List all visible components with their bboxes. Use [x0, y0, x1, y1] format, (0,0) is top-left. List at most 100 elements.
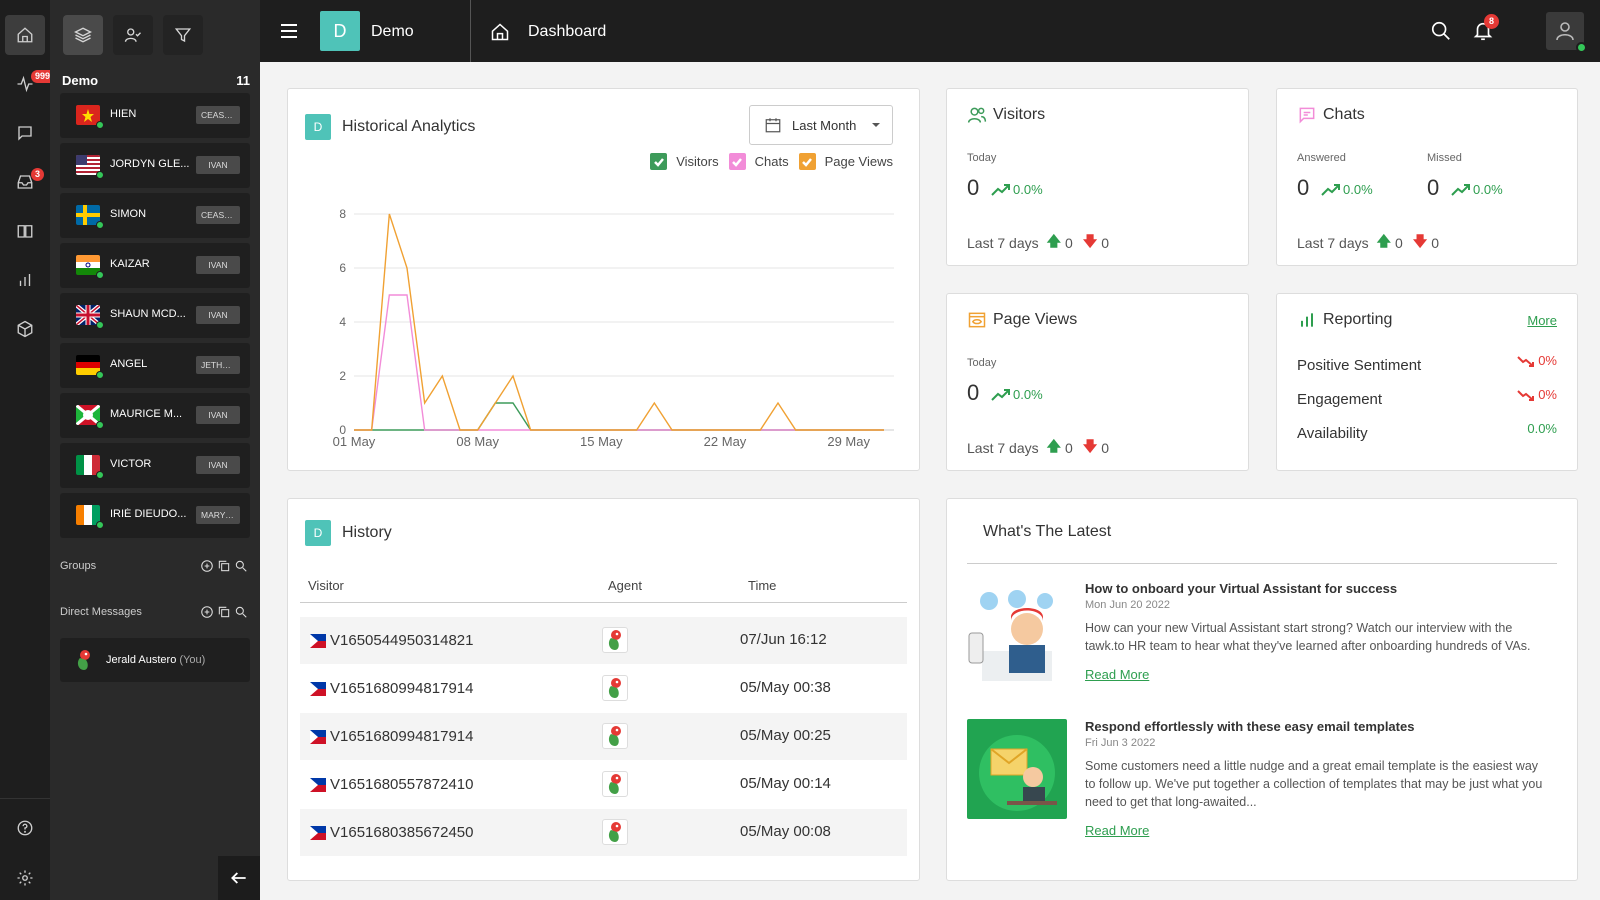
- series-line-chats: [354, 294, 884, 431]
- history-table-row[interactable]: V1651680557872410 05/May 00:14: [300, 761, 907, 808]
- agent-column-header[interactable]: Agent: [608, 578, 642, 593]
- online-status-dot: [96, 271, 104, 279]
- add-group-icon[interactable]: [200, 559, 214, 573]
- legend-page-views[interactable]: Page Views: [798, 153, 893, 170]
- visitor-list-item[interactable]: SHAUN MCD... IVAN: [60, 293, 250, 338]
- property-name[interactable]: Demo: [371, 23, 414, 40]
- history-table-row[interactable]: V1651680994817914 05/May 00:25: [300, 713, 907, 760]
- assigned-visitors-button[interactable]: [113, 15, 153, 55]
- icon-rail: 999+ 3: [0, 0, 60, 900]
- history-table-row[interactable]: V1650544950314821 07/Jun 16:12: [300, 617, 907, 664]
- gear-icon: [17, 870, 33, 886]
- notifications-badge: 8: [1484, 14, 1500, 29]
- visitor-list-item[interactable]: IRIÉ DIEUDO... MARY J...: [60, 493, 250, 538]
- history-title: History: [342, 524, 392, 541]
- agent-avatar: [602, 819, 628, 845]
- parrot-avatar-icon: [608, 678, 621, 698]
- visitor-list-item[interactable]: JORDYN GLE... IVAN: [60, 143, 250, 188]
- time-column-header[interactable]: Time: [748, 578, 777, 593]
- inbox-nav-button[interactable]: 3: [5, 162, 45, 202]
- article-title[interactable]: How to onboard your Virtual Assistant fo…: [1085, 581, 1398, 596]
- copy-group-icon[interactable]: [217, 559, 231, 573]
- series-line-visitors: [354, 402, 884, 431]
- visitor-list-item[interactable]: KAIZAR IVAN: [60, 243, 250, 288]
- legend-visitors[interactable]: Visitors: [650, 153, 719, 170]
- search-dm-icon[interactable]: [234, 605, 248, 619]
- visitors-card: Visitors Today 0 0.0% Last 7 days 🡅 0 🡇 0: [946, 88, 1249, 266]
- reporting-row-value: 0.0%: [1527, 421, 1557, 436]
- search-group-icon[interactable]: [234, 559, 248, 573]
- flag-us-icon: [76, 155, 100, 175]
- legend-chats[interactable]: Chats: [728, 153, 789, 170]
- visitor-list-item[interactable]: MAURICE M... IVAN: [60, 393, 250, 438]
- monitoring-nav-button[interactable]: 999+: [5, 64, 60, 104]
- visitor-column-header[interactable]: Visitor: [308, 578, 344, 593]
- reporting-more-link[interactable]: More: [1527, 313, 1557, 328]
- header-divider: [300, 602, 907, 603]
- date-range-dropdown[interactable]: Last Month: [749, 105, 893, 145]
- online-status-dot: [96, 471, 104, 479]
- dm-item-self[interactable]: Jerald Austero (You): [60, 638, 250, 682]
- home-nav-button[interactable]: [5, 15, 45, 55]
- visitor-list-item[interactable]: ANGEL JETHR...: [60, 343, 250, 388]
- article-read-more-link[interactable]: Read More: [1085, 667, 1150, 682]
- knowledge-base-nav-button[interactable]: [5, 211, 45, 251]
- visitor-list-item[interactable]: VICTOR IVAN: [60, 443, 250, 488]
- flag-de-icon: [76, 355, 100, 375]
- visitor-name: SHAUN MCD...: [110, 308, 186, 320]
- article-title[interactable]: Respond effortlessly with these easy ema…: [1085, 719, 1415, 734]
- filter-button[interactable]: [163, 15, 203, 55]
- notifications-button[interactable]: 8: [1472, 14, 1500, 47]
- page-eye-icon: [968, 312, 986, 328]
- agent-tag: IVAN: [196, 156, 240, 174]
- visitor-list-item[interactable]: HIEN CEASAR: [60, 93, 250, 138]
- chat-time: 05/May 00:08: [740, 823, 831, 840]
- x-tick-label: 08 May: [456, 434, 499, 449]
- menu-button[interactable]: [280, 22, 298, 40]
- article-read-more-link[interactable]: Read More: [1085, 823, 1150, 838]
- reporting-row-label: Positive Sentiment: [1297, 357, 1422, 374]
- parrot-avatar-icon: [608, 822, 621, 842]
- checkbox-icon: [650, 153, 668, 170]
- y-tick-label: 4: [339, 315, 346, 329]
- addons-nav-button[interactable]: [5, 309, 45, 349]
- historical-analytics-card: D Historical Analytics Last Month Visito…: [287, 88, 920, 471]
- topbar-divider: [470, 0, 471, 62]
- checkbox-icon: [728, 153, 746, 170]
- messaging-nav-button[interactable]: [5, 113, 45, 153]
- layers-icon: [74, 27, 92, 43]
- history-table-row[interactable]: V1651680385672450 05/May 00:08: [300, 809, 907, 856]
- agent-tag: JETHR...: [196, 356, 240, 374]
- y-tick-label: 6: [339, 261, 346, 275]
- page-views-title: Page Views: [993, 311, 1078, 328]
- arrow-up-icon: 🡅: [1046, 233, 1062, 249]
- online-status-dot: [96, 221, 104, 229]
- article-illustration[interactable]: [967, 719, 1067, 819]
- agent-tag: IVAN: [196, 456, 240, 474]
- flag-it-icon: [76, 455, 100, 475]
- property-logo[interactable]: D: [320, 11, 360, 51]
- help-nav-button[interactable]: [5, 808, 45, 848]
- visitor-list-item[interactable]: SIMON CEASAR: [60, 193, 250, 238]
- search-button[interactable]: [1430, 20, 1452, 47]
- all-visitors-button[interactable]: [63, 15, 103, 55]
- chats-title: Chats: [1323, 106, 1365, 123]
- visitor-name: JORDYN GLE...: [110, 158, 190, 170]
- copy-dm-icon[interactable]: [217, 605, 231, 619]
- reporting-nav-button[interactable]: [5, 260, 45, 300]
- calendar-icon: [765, 118, 781, 133]
- online-status-dot: [96, 421, 104, 429]
- page-views-card: Page Views Today 0 0.0% Last 7 days 🡅 0 🡇…: [946, 293, 1249, 471]
- settings-nav-button[interactable]: [5, 858, 45, 898]
- history-table-row[interactable]: V1651680994817914 05/May 00:38: [300, 665, 907, 712]
- visitors-title: Visitors: [993, 106, 1046, 123]
- trend-down-icon: [1517, 389, 1535, 401]
- collapse-panel-button[interactable]: [218, 856, 260, 900]
- article-illustration[interactable]: [967, 581, 1067, 681]
- user-avatar-button[interactable]: [1546, 12, 1587, 53]
- online-status-dot: [1576, 42, 1587, 53]
- help-icon: [17, 820, 33, 836]
- add-dm-icon[interactable]: [200, 605, 214, 619]
- article-description: How can your new Virtual Assistant start…: [1085, 621, 1531, 653]
- group-title: Demo: [62, 73, 99, 88]
